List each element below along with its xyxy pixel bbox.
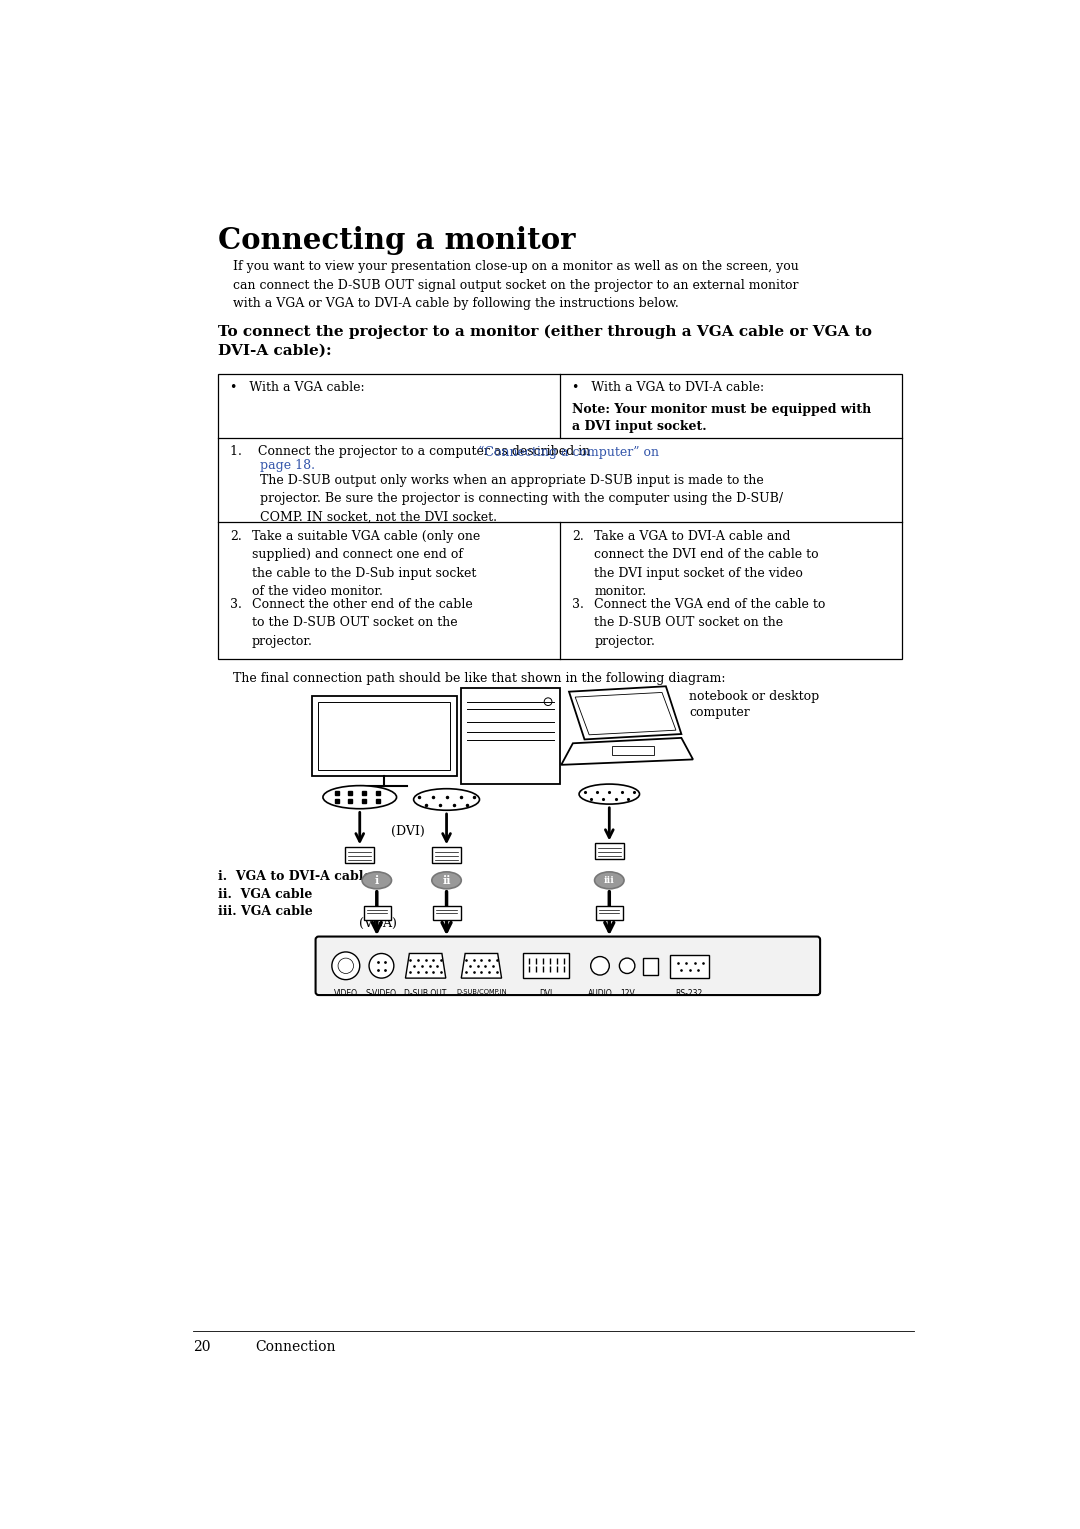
Text: To connect the projector to a monitor (either through a VGA cable or VGA to
DVI-: To connect the projector to a monitor (e… xyxy=(218,324,872,358)
Text: 12V: 12V xyxy=(620,989,635,998)
Bar xyxy=(595,844,624,859)
Polygon shape xyxy=(576,693,676,735)
Bar xyxy=(433,905,460,919)
Text: 3.: 3. xyxy=(230,598,242,610)
Ellipse shape xyxy=(414,789,480,810)
Text: 20: 20 xyxy=(193,1339,211,1355)
Text: •   With a VGA to DVI-A cable:: • With a VGA to DVI-A cable: xyxy=(572,381,765,394)
Ellipse shape xyxy=(579,784,639,804)
Text: •   With a VGA cable:: • With a VGA cable: xyxy=(230,381,365,394)
Text: Connecting a monitor: Connecting a monitor xyxy=(218,226,576,255)
Bar xyxy=(318,702,450,771)
Bar xyxy=(364,905,391,919)
Text: Take a VGA to DVI-A cable and
connect the DVI end of the cable to
the DVI input : Take a VGA to DVI-A cable and connect th… xyxy=(594,531,819,598)
Bar xyxy=(345,847,375,862)
Text: AUDIO: AUDIO xyxy=(588,989,612,998)
Bar xyxy=(523,954,569,979)
Polygon shape xyxy=(461,954,501,979)
Text: D-SUB OUT: D-SUB OUT xyxy=(404,989,447,998)
Text: i: i xyxy=(375,875,379,885)
Text: “Connecting a computer” on: “Connecting a computer” on xyxy=(230,445,659,459)
Text: Connection: Connection xyxy=(255,1339,336,1355)
Bar xyxy=(312,696,457,777)
Text: 3.: 3. xyxy=(572,598,584,610)
Text: iii: iii xyxy=(604,876,615,885)
Circle shape xyxy=(369,954,394,979)
Text: notebook or desktop
computer: notebook or desktop computer xyxy=(689,690,820,719)
Ellipse shape xyxy=(362,872,392,888)
Text: 2.: 2. xyxy=(230,531,242,543)
Polygon shape xyxy=(569,687,681,740)
Text: S-VIDEO: S-VIDEO xyxy=(366,989,397,998)
Circle shape xyxy=(619,959,635,974)
Text: 1.    Connect the projector to a computer as described in: 1. Connect the projector to a computer a… xyxy=(230,445,595,459)
Text: If you want to view your presentation close-up on a monitor as well as on the sc: If you want to view your presentation cl… xyxy=(233,260,799,310)
Text: i.  VGA to DVI-A cable: i. VGA to DVI-A cable xyxy=(218,870,372,884)
Ellipse shape xyxy=(323,786,396,809)
Text: (VGA): (VGA) xyxy=(359,916,397,930)
Ellipse shape xyxy=(595,872,624,888)
Text: DVI: DVI xyxy=(539,989,552,998)
Text: The final connection path should be like that shown in the following diagram:: The final connection path should be like… xyxy=(233,673,726,685)
Circle shape xyxy=(338,959,353,974)
Text: Connect the VGA end of the cable to
the D-SUB OUT socket on the
projector.: Connect the VGA end of the cable to the … xyxy=(594,598,825,648)
Polygon shape xyxy=(405,954,446,979)
Text: 2.: 2. xyxy=(572,531,584,543)
Bar xyxy=(218,373,902,659)
Polygon shape xyxy=(562,739,693,764)
Text: ii: ii xyxy=(443,875,450,885)
Text: D-SUB/COMP.IN: D-SUB/COMP.IN xyxy=(456,989,507,995)
Text: Note: Your monitor must be equipped with
a DVI input socket.: Note: Your monitor must be equipped with… xyxy=(572,404,872,433)
Ellipse shape xyxy=(432,872,461,888)
FancyBboxPatch shape xyxy=(315,937,820,995)
Text: Connect the other end of the cable
to the D-SUB OUT socket on the
projector.: Connect the other end of the cable to th… xyxy=(252,598,473,648)
Circle shape xyxy=(332,953,360,980)
Text: (DVI): (DVI) xyxy=(391,824,424,838)
Text: VIDEO: VIDEO xyxy=(334,989,357,998)
Bar xyxy=(460,688,559,784)
Text: iii. VGA cable: iii. VGA cable xyxy=(218,905,313,917)
Text: RS-232: RS-232 xyxy=(675,989,703,998)
Bar xyxy=(432,847,461,862)
Text: Take a suitable VGA cable (only one
supplied) and connect one end of
the cable t: Take a suitable VGA cable (only one supp… xyxy=(252,531,481,598)
Circle shape xyxy=(591,957,609,976)
Text: page 18.: page 18. xyxy=(260,459,314,472)
Text: The D-SUB output only works when an appropriate D-SUB input is made to the
proje: The D-SUB output only works when an appr… xyxy=(260,474,783,524)
Text: ii.  VGA cable: ii. VGA cable xyxy=(218,888,312,901)
Bar xyxy=(643,959,658,976)
Bar xyxy=(611,746,654,755)
Bar xyxy=(670,956,708,979)
Bar xyxy=(596,905,623,919)
